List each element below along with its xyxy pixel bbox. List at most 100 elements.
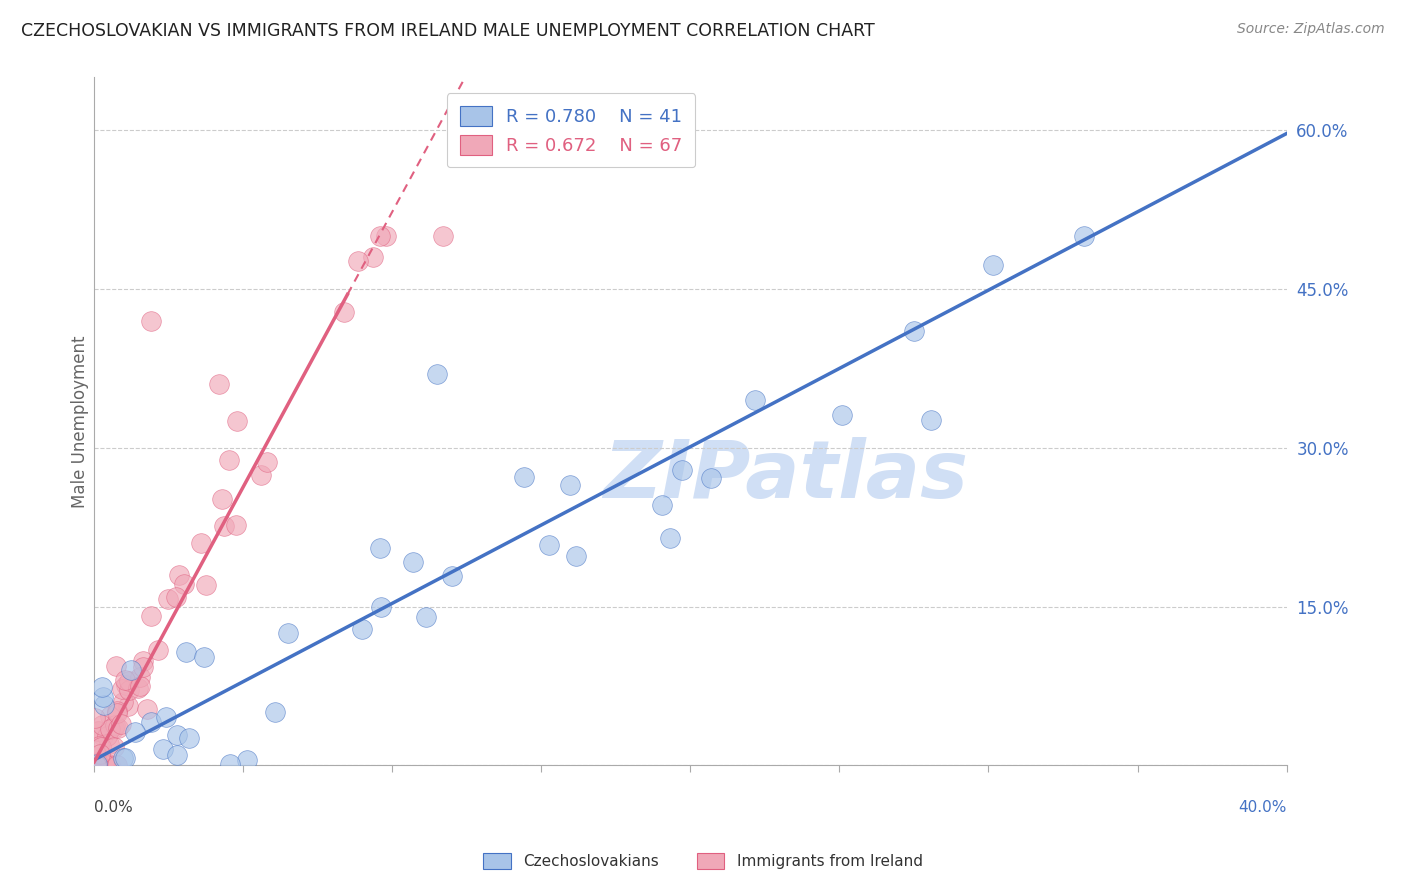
Point xyxy=(91,690,114,705)
Point xyxy=(166,728,188,742)
Point xyxy=(671,463,693,477)
Point xyxy=(236,753,259,767)
Point xyxy=(370,599,392,614)
Point xyxy=(105,705,128,719)
Point xyxy=(212,519,235,533)
Point xyxy=(565,549,588,563)
Point xyxy=(659,531,682,545)
Point xyxy=(651,498,673,512)
Point xyxy=(97,757,120,772)
Point xyxy=(432,229,454,244)
Point xyxy=(375,229,398,244)
Point xyxy=(118,682,141,697)
Point xyxy=(129,669,152,683)
Point xyxy=(368,541,391,555)
Point xyxy=(218,757,240,772)
Point xyxy=(132,654,155,668)
Point xyxy=(86,757,108,772)
Point xyxy=(402,555,425,569)
Point xyxy=(117,674,139,689)
Point xyxy=(120,663,142,677)
Point xyxy=(538,537,561,551)
Point xyxy=(225,517,247,532)
Point xyxy=(513,470,536,484)
Point xyxy=(139,314,162,328)
Point xyxy=(124,725,146,739)
Point xyxy=(152,742,174,756)
Point xyxy=(107,721,129,735)
Point xyxy=(920,413,942,427)
Point xyxy=(117,698,139,713)
Point xyxy=(560,477,582,491)
Point xyxy=(114,751,136,765)
Point xyxy=(190,536,212,550)
Point xyxy=(103,721,125,735)
Point xyxy=(146,643,169,657)
Text: ZIPatlas: ZIPatlas xyxy=(603,437,969,516)
Point xyxy=(347,254,370,268)
Point xyxy=(128,679,150,693)
Point xyxy=(263,705,285,719)
Point xyxy=(98,709,121,723)
Point xyxy=(744,392,766,407)
Point xyxy=(91,729,114,743)
Point xyxy=(226,414,249,428)
Point xyxy=(352,622,374,636)
Point xyxy=(250,468,273,483)
Point xyxy=(84,758,107,772)
Point xyxy=(155,710,177,724)
Point xyxy=(176,645,198,659)
Point xyxy=(84,756,107,770)
Point xyxy=(831,409,853,423)
Point xyxy=(177,731,200,746)
Point xyxy=(194,578,217,592)
Point xyxy=(277,625,299,640)
Point xyxy=(115,677,138,691)
Point xyxy=(127,681,149,695)
Point xyxy=(84,750,107,764)
Point xyxy=(93,758,115,772)
Point xyxy=(332,305,354,319)
Point xyxy=(105,758,128,772)
Point xyxy=(104,717,127,731)
Point xyxy=(208,377,231,392)
Point xyxy=(93,756,115,770)
Point xyxy=(84,711,107,725)
Point xyxy=(89,723,111,738)
Point xyxy=(103,739,125,754)
Point xyxy=(700,470,723,484)
Point xyxy=(131,660,153,674)
Point xyxy=(86,758,108,772)
Point xyxy=(141,714,163,729)
Point xyxy=(105,659,128,673)
Point xyxy=(89,739,111,754)
Point xyxy=(363,250,385,264)
Point xyxy=(440,569,463,583)
Point xyxy=(97,737,120,751)
Legend: R = 0.780    N = 41, R = 0.672    N = 67: R = 0.780 N = 41, R = 0.672 N = 67 xyxy=(447,94,696,168)
Point xyxy=(96,729,118,743)
Point xyxy=(91,718,114,732)
Point xyxy=(156,592,179,607)
Point xyxy=(173,577,195,591)
Point xyxy=(903,324,925,338)
Point xyxy=(87,758,110,772)
Y-axis label: Male Unemployment: Male Unemployment xyxy=(72,335,89,508)
Point xyxy=(165,591,187,605)
Point xyxy=(139,608,162,623)
Point xyxy=(98,722,121,736)
Point xyxy=(167,567,190,582)
Point xyxy=(166,748,188,763)
Point xyxy=(211,492,233,507)
Text: Source: ZipAtlas.com: Source: ZipAtlas.com xyxy=(1237,22,1385,37)
Point xyxy=(87,756,110,770)
Point xyxy=(111,681,134,696)
Point xyxy=(415,610,437,624)
Point xyxy=(114,673,136,687)
Point xyxy=(107,706,129,721)
Point xyxy=(91,680,114,694)
Point xyxy=(86,724,108,739)
Point xyxy=(90,740,112,755)
Point xyxy=(100,757,122,772)
Point xyxy=(981,258,1004,272)
